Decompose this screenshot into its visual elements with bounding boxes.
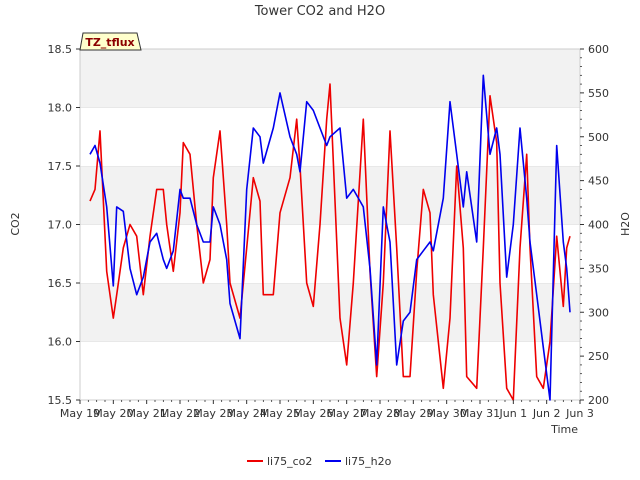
y-left-tick-label: 16.5 (48, 277, 73, 290)
y-right-tick-label: 500 (588, 131, 609, 144)
y-right-tick-label: 250 (588, 350, 609, 363)
grid-band (80, 224, 580, 283)
y-left-tick-label: 15.5 (48, 394, 73, 407)
x-tick-label: Jun 1 (498, 407, 527, 420)
x-tick-label: May 22 (160, 407, 200, 420)
x-tick-label: May 20 (93, 407, 133, 420)
series-layer (89, 74, 571, 401)
y-right-tick-label: 550 (588, 87, 609, 100)
x-tick-label: May 29 (393, 407, 433, 420)
chart-title: Tower CO2 and H2O (254, 4, 385, 19)
y-right-tick-label: 350 (588, 262, 609, 275)
x-tick-label: Jun 2 (532, 407, 561, 420)
y-axis-left: 15.5 16.0 16.5 17.0 17.5 18.0 18.5 (48, 43, 80, 407)
y-axis-right-label: H2O (619, 212, 632, 236)
x-tick-label: May 21 (127, 407, 167, 420)
x-axis-label: Time (550, 423, 578, 436)
legend-label-li75_h2o: li75_h2o (345, 455, 392, 468)
x-tick-label: May 27 (327, 407, 367, 420)
legend: li75_co2 li75_h2o (247, 455, 392, 468)
x-tick-label: May 24 (227, 407, 267, 420)
x-tick-label: May 23 (193, 407, 233, 420)
y-right-tick-label: 600 (588, 43, 609, 56)
legend-label-li75_co2: li75_co2 (267, 455, 312, 468)
y-left-tick-label: 16.0 (48, 336, 73, 349)
y-right-tick-label: 300 (588, 306, 609, 319)
badge-label: TZ_tflux (85, 36, 134, 49)
x-tick-label: May 31 (460, 407, 500, 420)
x-tick-label: Jun 3 (565, 407, 594, 420)
x-tick-label: May 28 (360, 407, 400, 420)
x-tick-label: May 30 (427, 407, 467, 420)
badge: TZ_tflux (79, 32, 142, 51)
y-right-tick-label: 400 (588, 219, 609, 232)
y-right-tick-label: 450 (588, 175, 609, 188)
x-tick-label: May 19 (60, 407, 100, 420)
y-axis-left-label: CO2 (9, 212, 22, 235)
y-left-tick-label: 17.0 (48, 219, 73, 232)
y-left-tick-label: 18.5 (48, 43, 73, 56)
x-tick-label: May 26 (293, 407, 333, 420)
grid-band (80, 283, 580, 342)
y-left-tick-label: 18.0 (48, 102, 73, 115)
y-right-tick-label: 200 (588, 394, 609, 407)
grid-band (80, 166, 580, 225)
badge-shape (79, 32, 142, 51)
x-tick-label: May 25 (260, 407, 300, 420)
grid-band (80, 341, 580, 400)
y-axis-right: 200 250 300 350 400 450 500 550 600 (580, 43, 609, 407)
series-line-li75_h2o (89, 74, 571, 401)
y-left-tick-label: 17.5 (48, 160, 73, 173)
series-line-li75_co2 (89, 83, 571, 401)
